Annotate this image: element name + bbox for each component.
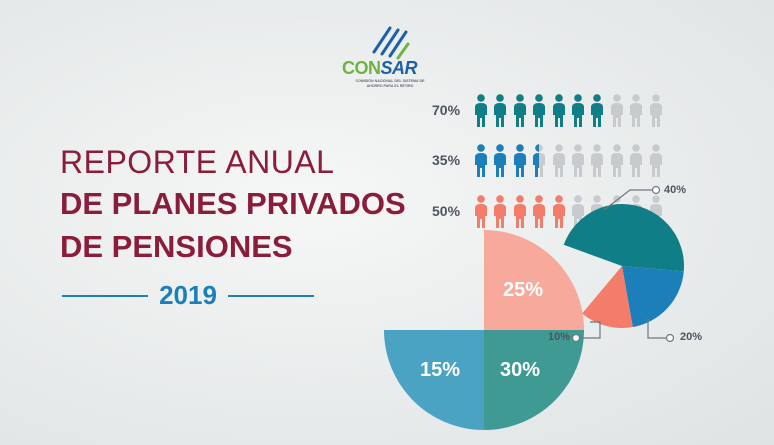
person-icon — [590, 94, 604, 128]
report-year: 2019 — [159, 280, 217, 310]
pictograph-row-label: 50% — [432, 203, 461, 219]
person-icon — [610, 94, 624, 128]
pictograph-row-label: 35% — [432, 152, 461, 168]
logo-mark-icon — [372, 26, 410, 60]
person-icon — [629, 94, 643, 128]
person-icon — [532, 144, 546, 178]
person-icon — [629, 144, 643, 178]
big-pie-chart: 25% 30% 15% — [384, 230, 584, 430]
logo-brand-second: SAR — [380, 58, 418, 78]
person-icon — [532, 94, 546, 128]
title-line-2: DE PLANES PRIVADOS — [60, 186, 406, 221]
consar-logo: CONSAR COMISIÓN NACIONAL DEL SISTEMA DE … — [338, 22, 434, 92]
small-pie-slice — [582, 266, 633, 328]
callout-dot — [665, 333, 675, 343]
callout-label: 10% — [548, 331, 571, 343]
big-pie-slice-label: 25% — [503, 279, 543, 301]
callout-dot — [571, 333, 581, 343]
callout-dot — [651, 185, 661, 195]
person-icon — [610, 144, 624, 178]
year-divider-left — [62, 295, 148, 297]
person-icon — [649, 94, 663, 128]
person-icon — [552, 195, 566, 229]
callout-label: 40% — [664, 184, 687, 196]
person-icon — [552, 94, 566, 128]
person-icon — [513, 94, 527, 128]
callout-line — [576, 321, 601, 339]
title-line-3: DE PENSIONES — [60, 229, 293, 264]
callout-line — [603, 189, 656, 211]
person-icon — [532, 195, 546, 229]
big-pie-slice-label: 30% — [500, 359, 540, 381]
person-icon — [474, 195, 488, 229]
report-title: REPORTE ANUAL DE PLANES PRIVADOS DE PENS… — [60, 142, 406, 268]
pie-callouts — [571, 185, 675, 343]
person-icon — [571, 94, 585, 128]
small-pie-slice — [622, 266, 684, 328]
year-banner: 2019 — [62, 280, 314, 310]
small-pie-chart — [563, 204, 685, 328]
small-pie-slice — [622, 204, 685, 272]
person-icon — [513, 195, 527, 229]
logo-tagline: COMISIÓN NACIONAL DEL SISTEMA DE AHORRO … — [355, 79, 425, 88]
big-pie-slice-label: 15% — [420, 359, 460, 381]
person-icon — [493, 94, 507, 128]
person-icon — [474, 94, 488, 128]
title-line-1: REPORTE ANUAL — [60, 144, 335, 180]
person-icon — [590, 144, 604, 178]
person-icon — [552, 144, 566, 178]
callout-line — [647, 318, 670, 339]
big-pie-slice — [484, 230, 584, 330]
logo-brand-first: CON — [342, 58, 381, 78]
person-icon — [649, 144, 663, 178]
year-divider-right — [228, 295, 314, 297]
pictograph-row-label: 70% — [432, 102, 461, 118]
person-icon — [493, 144, 507, 178]
logo-wordmark: CONSAR — [342, 58, 418, 79]
person-icon — [513, 144, 527, 178]
small-pie-slice — [563, 204, 622, 266]
big-pie-slice — [484, 330, 584, 430]
person-icon — [493, 195, 507, 229]
callout-label: 20% — [680, 331, 703, 343]
person-icon — [571, 144, 585, 178]
person-icon — [474, 144, 488, 178]
big-pie-slice — [384, 330, 484, 430]
